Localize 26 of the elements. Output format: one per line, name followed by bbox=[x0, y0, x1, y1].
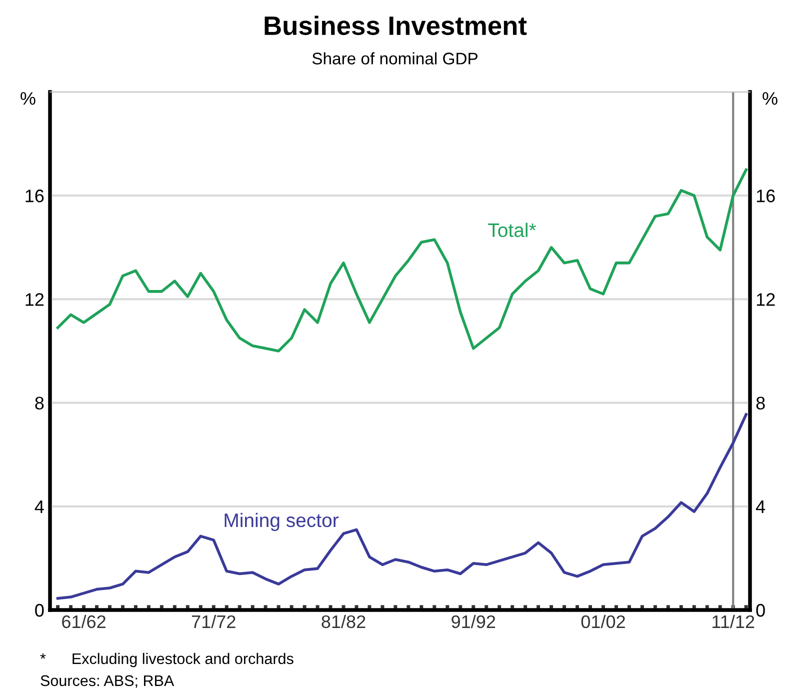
x-tick-label: 81/82 bbox=[322, 614, 366, 628]
y2-tick-label: 4 bbox=[756, 500, 766, 513]
chart-title: Business Investment bbox=[264, 16, 527, 36]
y-tick-label: 8 bbox=[35, 396, 44, 410]
y2-tick-label: 12 bbox=[756, 293, 775, 306]
line-series bbox=[56, 168, 748, 352]
chart-subtitle: Share of nominal GDP bbox=[312, 52, 478, 64]
x-tick-label: 61/62 bbox=[62, 614, 106, 628]
y-tick-label: 16 bbox=[26, 190, 44, 202]
x-tick-label: 11/12 bbox=[712, 614, 754, 628]
x-tick-label: 91/92 bbox=[452, 614, 496, 628]
line-series bbox=[56, 413, 748, 600]
series-label: Total* bbox=[488, 222, 536, 238]
y-axis-title: % bbox=[20, 92, 36, 105]
y-tick-label: 0 bbox=[35, 604, 44, 617]
y2-tick-label: 8 bbox=[756, 396, 765, 410]
x-tick-label: 71/72 bbox=[192, 614, 236, 628]
x-tick-label: 01/02 bbox=[581, 614, 625, 628]
source-note: Sources: ABS; RBA bbox=[40, 675, 174, 688]
text: * Excluding livestock and orchards bbox=[40, 652, 294, 668]
y-tick-label: 12 bbox=[26, 293, 44, 306]
y2-axis-title: % bbox=[762, 92, 778, 105]
y2-tick-label: 16 bbox=[756, 190, 775, 202]
y2-tick-label: 0 bbox=[756, 604, 765, 617]
y-tick-label: 4 bbox=[34, 500, 44, 513]
series-label: Mining sector bbox=[224, 512, 338, 532]
